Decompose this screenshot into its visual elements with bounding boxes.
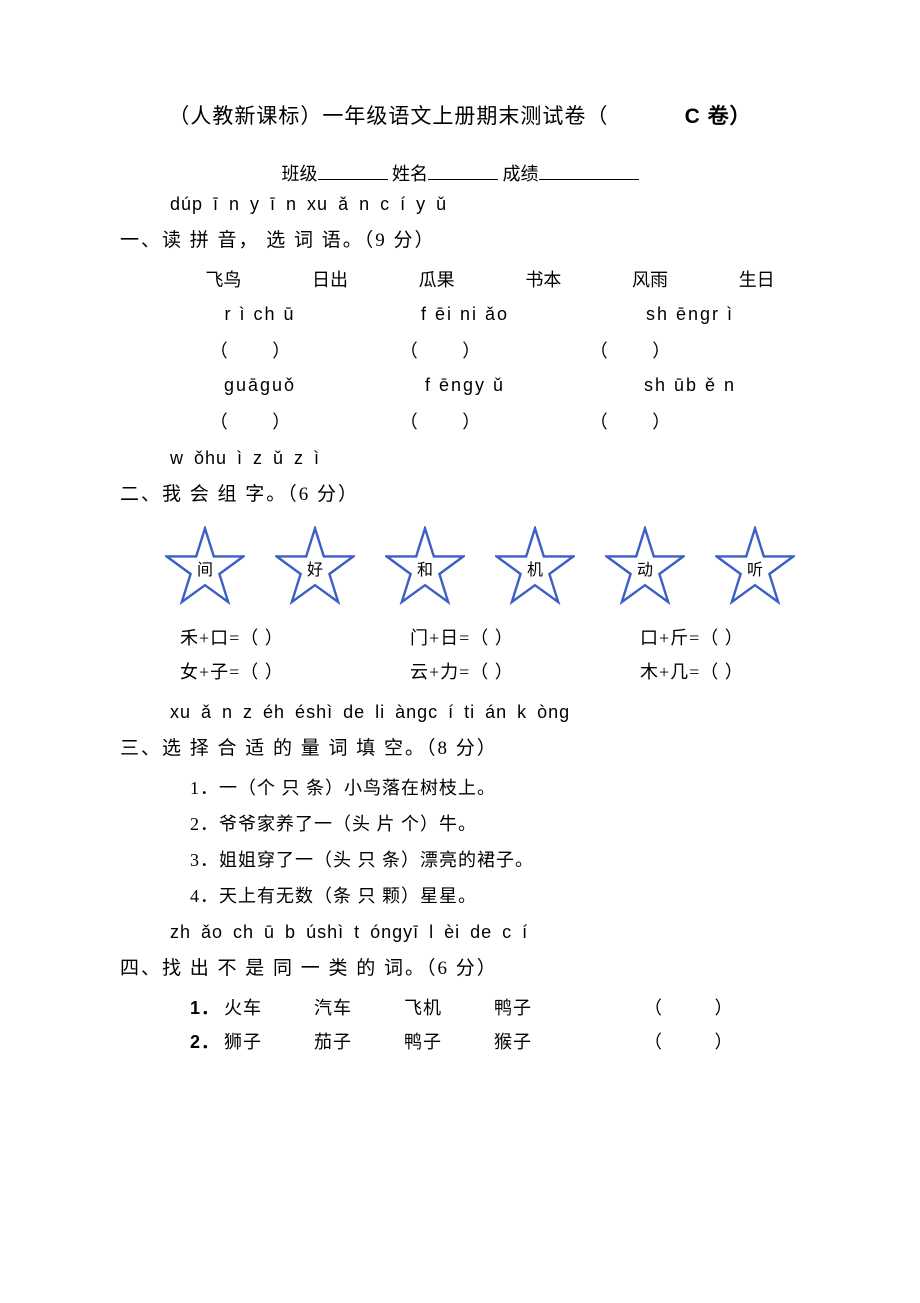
q1-word: 瓜果 [393,266,480,292]
q4-num: 1． [190,994,224,1020]
class-label: 班级 [282,164,318,184]
name-label: 姓名 [392,164,428,184]
q2-eq[interactable]: 口+斤=（ ） [640,624,810,650]
q3-item: 3．姐姐穿了一（头 只 条）漂亮的裙子。 [190,846,800,872]
q4-word: 汽车 [314,994,404,1020]
q1-word: 日出 [287,266,374,292]
q2-eq[interactable]: 云+力=（ ） [410,658,580,684]
q1-paren[interactable]: （ ） [180,408,340,434]
q1-pinyin: dúp ī n y ī n xu ǎ n c í y ǔ [170,194,800,215]
q1-heading: 一、读 拼 音， 选 词 语。（9 分） [120,225,800,252]
q3-item: 1．一（个 只 条）小鸟落在树枝上。 [190,774,800,800]
q2-eq-row: 禾+口=（ ） 门+日=（ ） 口+斤=（ ） [180,624,800,650]
q1-paren[interactable]: （ ） [560,337,720,363]
exam-page: （人教新课标）一年级语文上册期末测试卷（ C 卷） 班级 姓名 成绩 dúp ī… [0,0,920,1122]
name-blank[interactable] [428,161,498,180]
star-label: 动 [637,556,653,580]
q4-row: 2． 狮子 茄子 鸭子 猴子 （ ） [190,1028,800,1054]
score-label: 成绩 [503,164,539,184]
q2-eq[interactable]: 女+子=（ ） [180,658,350,684]
q1-word: 书本 [500,266,587,292]
q1-paren[interactable]: （ ） [560,408,720,434]
title-main: （人教新课标）一年级语文上册期末测试卷（ [168,104,608,128]
q4-word: 猴子 [494,1028,584,1054]
q2-eq[interactable]: 木+几=（ ） [640,658,810,684]
q1-py: f ēngy ǔ [360,375,570,396]
q1-py: ɡuāɡuǒ [180,375,340,396]
q2-stars: 间好和机动听 [165,526,800,606]
q1-pinyin-row: ɡuāɡuǒ f ēngy ǔ sh ūb ě n [180,375,800,396]
q4-word: 狮子 [224,1028,314,1054]
q4-num: 2． [190,1028,224,1054]
q1-word: 飞鸟 [180,266,267,292]
q4-word: 火车 [224,994,314,1020]
q4-row: 1． 火车 汽车 飞机 鸭子 （ ） [190,994,800,1020]
class-blank[interactable] [318,161,388,180]
title-volume: C 卷） [685,105,752,128]
q1-py: f ēi ni ǎo [360,304,570,325]
q4-word: 鸭子 [404,1028,494,1054]
q1-word-row: 飞鸟 日出 瓜果 书本 风雨 生日 [180,266,800,292]
q4-word: 茄子 [314,1028,404,1054]
student-info: 班级 姓名 成绩 [120,160,800,186]
score-blank[interactable] [539,161,639,180]
star-label: 机 [527,556,543,580]
q4-pinyin: zh ǎo ch ū b úshì t óngyī l èi de c í [170,922,800,943]
page-title: （人教新课标）一年级语文上册期末测试卷（ C 卷） [120,100,800,130]
star-icon: 听 [715,526,795,606]
q1-paren[interactable]: （ ） [180,337,340,363]
q4-word: 鸭子 [494,994,584,1020]
star-icon: 机 [495,526,575,606]
q1-pinyin-row: r ì ch ū f ēi ni ǎo sh ēngr ì [180,304,800,325]
q4-word: 飞机 [404,994,494,1020]
q1-paren[interactable]: （ ） [370,337,530,363]
q4-paren[interactable]: （ ） [644,1028,757,1054]
q3-pinyin: xu ǎ n z éh éshì de li àngc í ti án k òn… [170,702,800,723]
star-icon: 动 [605,526,685,606]
q1-answer-row: （ ） （ ） （ ） [180,337,800,363]
star-label: 听 [747,556,763,580]
q2-pinyin: w ǒhu ì z ǔ z ì [170,448,800,469]
q4-paren[interactable]: （ ） [644,994,757,1020]
q3-item: 2．爷爷家养了一（头 片 个）牛。 [190,810,800,836]
star-icon: 和 [385,526,465,606]
q2-eq[interactable]: 禾+口=（ ） [180,624,350,650]
q2-eq[interactable]: 门+日=（ ） [410,624,580,650]
star-icon: 好 [275,526,355,606]
q2-eq-row: 女+子=（ ） 云+力=（ ） 木+几=（ ） [180,658,800,684]
q1-py: sh ēngr ì [590,304,790,325]
star-label: 间 [197,556,213,580]
q1-py: r ì ch ū [180,304,340,325]
star-icon: 间 [165,526,245,606]
q1-word: 生日 [713,266,800,292]
star-label: 好 [307,556,323,580]
q1-word: 风雨 [607,266,694,292]
star-label: 和 [417,556,433,580]
q1-answer-row: （ ） （ ） （ ） [180,408,800,434]
q3-item: 4．天上有无数（条 只 颗）星星。 [190,882,800,908]
q1-py: sh ūb ě n [590,375,790,396]
q3-heading: 三、选 择 合 适 的 量 词 填 空。（8 分） [120,733,800,760]
q4-heading: 四、找 出 不 是 同 一 类 的 词。（6 分） [120,953,800,980]
q2-heading: 二、我 会 组 字。（6 分） [120,479,800,506]
q1-paren[interactable]: （ ） [370,408,530,434]
